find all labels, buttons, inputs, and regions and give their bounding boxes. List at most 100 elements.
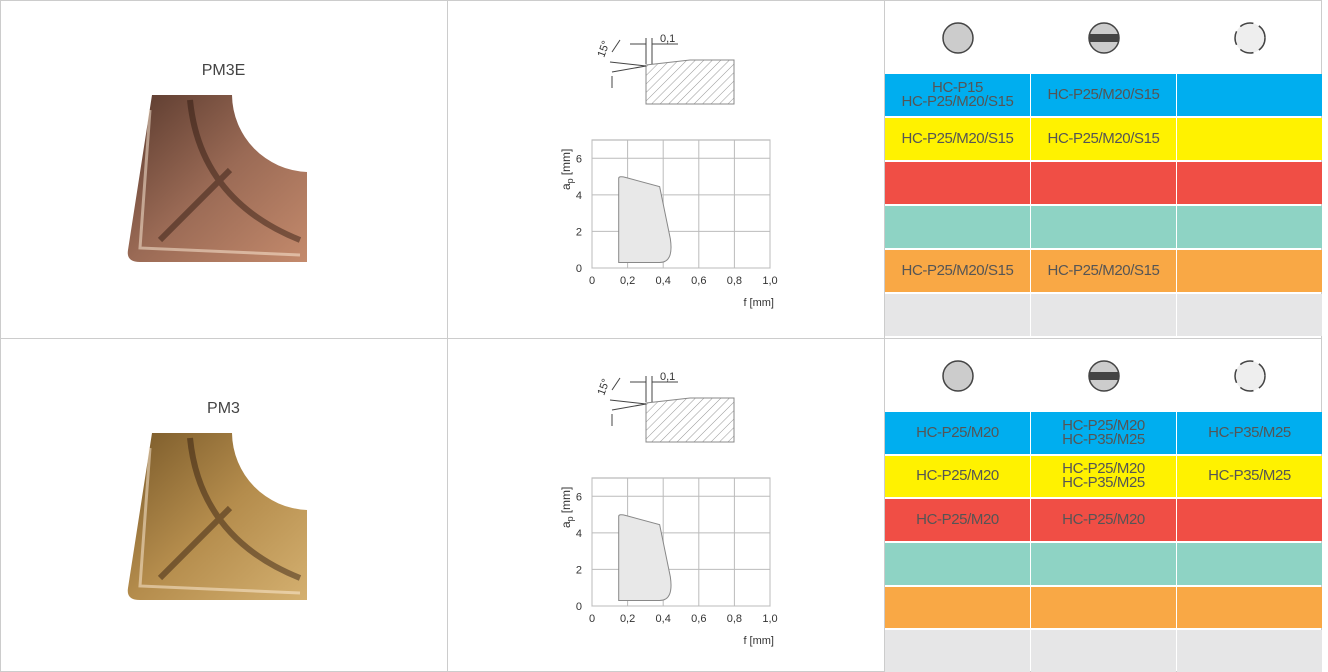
edge-diagram: 15° 0,1 [596, 33, 735, 105]
y-tick-label: 4 [576, 528, 582, 540]
application-area [618, 176, 672, 264]
angle-label: 15° [596, 377, 613, 397]
y-tick-label: 2 [576, 226, 582, 238]
x-tick-label: 0,4 [656, 613, 671, 625]
grade-line: HC-P35/M25 [1208, 423, 1291, 441]
grade-cell [1177, 499, 1322, 541]
grade-cell [1031, 586, 1176, 629]
grade-line: HC-P25/M20 [916, 511, 999, 529]
grade-cell: HC-P25/M20 HC-P35/M25 [1031, 455, 1176, 498]
feed-chart: 0 0,2 0,4 0,6 0,8 1,0 0 2 4 6 ap [mm] f [mm] [559, 477, 778, 647]
grade-cell: HC-P25/M20 [885, 455, 1030, 498]
grade-cell [885, 294, 1030, 336]
insert-groove [157, 437, 302, 581]
insert-image [127, 433, 307, 600]
angle-line [611, 65, 647, 73]
grade-cell: HC-P25/M20 [885, 412, 1030, 454]
insert-body [127, 95, 307, 262]
offset-label: 0,1 [660, 33, 675, 45]
angle-line [609, 61, 647, 67]
offset-label: 0,1 [660, 371, 675, 383]
x-tick-label: 0,8 [727, 613, 742, 625]
insert-groove [157, 99, 302, 243]
grade-cell [885, 586, 1030, 629]
y-tick-label: 0 [576, 601, 582, 613]
y-tick-label: 6 [576, 491, 582, 503]
grade-line: HC-P25/M20/S15 [1047, 262, 1160, 279]
grade-line: HC-P25/M20/S15 [1047, 130, 1160, 147]
grade-line: HC-P25/M20/S15 [901, 130, 1014, 147]
angle-line [611, 403, 647, 411]
y-tick-label: 6 [576, 153, 582, 165]
icon-band [1089, 34, 1119, 42]
y-tick-label: 0 [576, 263, 582, 275]
grade-cell [885, 630, 1030, 672]
grade-cell: HC-P35/M25 [1177, 412, 1322, 454]
grade-line: HC-P35/M25 [1208, 467, 1291, 485]
x-tick-label: 0 [589, 613, 595, 625]
grade-line: HC-P25/M20 [1062, 460, 1145, 478]
y-axis-unit: [mm] [559, 487, 573, 514]
grade-cell: HC-P25/M20/S15 [1031, 74, 1176, 116]
angle-arrow [611, 377, 621, 391]
y-axis-symbol: a [559, 521, 573, 528]
grade-cell: HC-P25/M20 [885, 499, 1030, 541]
grade-line: HC-P25/M20 [916, 423, 999, 441]
grade-cell [1031, 543, 1176, 585]
x-tick-label: 0,8 [727, 275, 742, 287]
insert-image [127, 95, 307, 262]
grade-line: HC-P25/M20 [916, 467, 999, 485]
feed-chart: 0 0,2 0,4 0,6 0,8 1,0 0 2 4 6 ap [mm] f [mm] [559, 139, 778, 309]
x-tick-label: 0,6 [691, 613, 706, 625]
grade-cell [1031, 206, 1176, 248]
grade-cell: HC-P15 HC-P25/M20/S15 [885, 74, 1030, 116]
grade-cell [885, 543, 1030, 585]
workpiece [645, 59, 735, 105]
icon-band [1089, 372, 1119, 380]
grade-line: HC-P35/M25 [1062, 474, 1145, 492]
grade-line: HC-P25/M20/S15 [1047, 86, 1160, 103]
y-axis-subscript: p [565, 178, 575, 183]
grade-cell [885, 206, 1030, 248]
x-tick-label: 0,6 [691, 275, 706, 287]
insert-name: PM3E [201, 62, 246, 79]
grade-cell [1177, 250, 1322, 292]
insert-edge [138, 447, 301, 595]
grade-line: HC-P25/M20/S15 [901, 93, 1014, 110]
grade-cell: HC-P25/M20 [1031, 499, 1176, 541]
insert-name: PM3 [207, 400, 240, 417]
grade-cell [1177, 543, 1322, 585]
y-tick-label: 2 [576, 564, 582, 576]
angle-line [609, 399, 647, 405]
grade-line: HC-P25/M20 [1062, 416, 1145, 434]
x-tick-label: 1,0 [762, 275, 777, 287]
grade-cell: HC-P25/M20/S15 [1031, 118, 1176, 160]
grade-cell [1031, 630, 1176, 672]
x-axis-label: f [mm] [743, 635, 774, 647]
insert-body [127, 433, 307, 600]
x-axis-label: f [mm] [743, 297, 774, 309]
grade-cell [1177, 630, 1322, 672]
icon-solid [942, 360, 974, 392]
grade-cell [1031, 294, 1176, 336]
grade-cell [1177, 162, 1322, 204]
grade-line: HC-P25/M20 [1062, 511, 1145, 529]
icon-interrupted [1234, 360, 1266, 392]
edge-diagram: 15° 0,1 [596, 371, 735, 443]
grade-cell [1177, 206, 1322, 248]
x-tick-label: 1,0 [762, 613, 777, 625]
grade-cell [1177, 118, 1322, 160]
grade-cell [885, 162, 1030, 204]
grade-line: HC-P15 [932, 79, 983, 96]
icon-solid [942, 22, 974, 54]
grade-cell: HC-P25/M20/S15 [1031, 250, 1176, 292]
grade-cell [1177, 74, 1322, 116]
insert-edge [138, 109, 301, 257]
y-axis-label: ap [mm] [559, 487, 575, 528]
angle-label: 15° [596, 39, 613, 59]
grade-cell: HC-P25/M20/S15 [885, 250, 1030, 292]
x-tick-label: 0,4 [656, 275, 671, 287]
grade-cell [1177, 586, 1322, 629]
x-tick-label: 0,2 [620, 275, 635, 287]
